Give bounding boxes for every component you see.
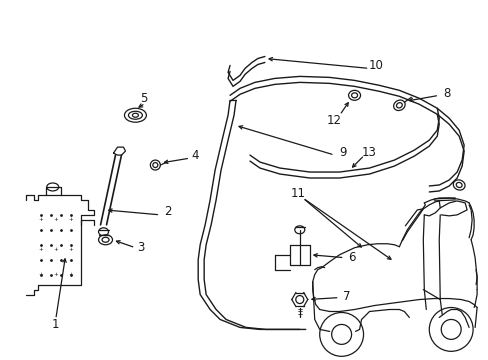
Text: 9: 9 bbox=[338, 145, 346, 159]
Text: +: + bbox=[53, 272, 58, 277]
Text: +: + bbox=[53, 217, 58, 222]
Ellipse shape bbox=[47, 183, 59, 191]
Ellipse shape bbox=[351, 93, 357, 98]
Text: +: + bbox=[39, 217, 43, 222]
Circle shape bbox=[428, 307, 472, 351]
Ellipse shape bbox=[153, 163, 158, 167]
Circle shape bbox=[319, 312, 363, 356]
Text: +: + bbox=[68, 247, 73, 252]
Text: 2: 2 bbox=[164, 205, 172, 219]
Ellipse shape bbox=[348, 90, 360, 100]
Text: +: + bbox=[68, 272, 73, 277]
Text: 4: 4 bbox=[191, 149, 199, 162]
Text: 13: 13 bbox=[361, 145, 376, 159]
Text: +: + bbox=[68, 217, 73, 222]
Ellipse shape bbox=[455, 183, 461, 188]
Text: 7: 7 bbox=[342, 290, 349, 303]
Text: 6: 6 bbox=[347, 251, 355, 264]
Text: +: + bbox=[53, 247, 58, 252]
Ellipse shape bbox=[124, 108, 146, 122]
Text: +: + bbox=[39, 272, 43, 277]
Text: 10: 10 bbox=[368, 59, 383, 72]
Text: 3: 3 bbox=[137, 241, 144, 254]
Ellipse shape bbox=[132, 113, 138, 117]
Text: 5: 5 bbox=[140, 92, 147, 105]
Ellipse shape bbox=[128, 111, 142, 119]
Ellipse shape bbox=[396, 103, 402, 108]
Circle shape bbox=[331, 324, 351, 345]
Ellipse shape bbox=[99, 235, 112, 245]
Text: 1: 1 bbox=[52, 318, 60, 331]
Ellipse shape bbox=[393, 100, 405, 111]
Ellipse shape bbox=[102, 237, 109, 242]
Circle shape bbox=[440, 319, 460, 339]
Text: 8: 8 bbox=[443, 87, 450, 100]
Ellipse shape bbox=[150, 160, 160, 170]
Text: 11: 11 bbox=[290, 188, 305, 201]
Circle shape bbox=[295, 296, 303, 303]
Ellipse shape bbox=[99, 228, 108, 236]
Ellipse shape bbox=[452, 180, 464, 190]
Ellipse shape bbox=[294, 226, 304, 234]
Text: 12: 12 bbox=[326, 114, 342, 127]
Text: +: + bbox=[39, 247, 43, 252]
